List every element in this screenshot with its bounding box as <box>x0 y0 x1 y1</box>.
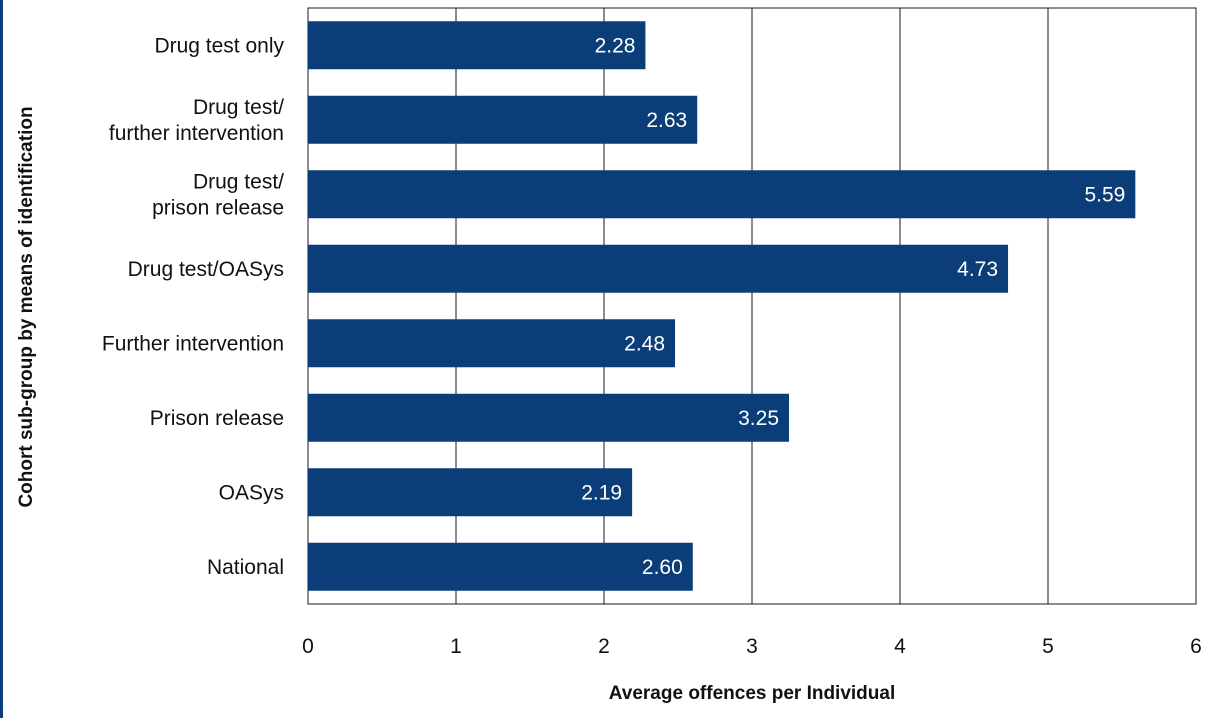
bar <box>308 21 646 70</box>
bar-value-label: 5.59 <box>1084 183 1125 206</box>
bar-value-label: 2.63 <box>646 109 687 132</box>
left-border-rule <box>0 0 3 718</box>
x-tick-label: 2 <box>598 635 610 658</box>
bars-layer: 2.28 2.63 5.59 4.73 2.48 3.25 2.19 2.60 <box>308 21 1136 591</box>
bar <box>308 170 1136 219</box>
category-label: Drug test/OASys <box>128 258 284 281</box>
bar <box>308 393 789 442</box>
bar-value-label: 2.28 <box>595 34 636 57</box>
x-tick-label: 5 <box>1042 635 1054 658</box>
bar-value-label: 2.48 <box>624 332 665 355</box>
category-label: National <box>207 556 284 579</box>
bar-value-label: 3.25 <box>738 407 779 430</box>
x-tick-labels: 0 1 2 3 4 5 6 <box>302 635 1202 658</box>
category-label: Drug test only <box>154 34 284 57</box>
category-label: Drug test/ <box>193 96 284 119</box>
category-label: Drug test/ <box>193 170 284 193</box>
x-tick-label: 3 <box>746 635 758 658</box>
bar <box>308 468 633 517</box>
bar <box>308 319 676 368</box>
category-label: Further intervention <box>102 332 284 355</box>
bar <box>308 95 698 144</box>
category-label: OASys <box>219 481 284 504</box>
x-tick-label: 0 <box>302 635 314 658</box>
x-tick-label: 1 <box>450 635 462 658</box>
x-axis-title: Average offences per Individual <box>609 683 896 704</box>
bar-value-label: 2.19 <box>581 481 622 504</box>
bar <box>308 244 1009 293</box>
bar-value-label: 2.60 <box>642 556 683 579</box>
category-label: further intervention <box>109 122 284 145</box>
bar <box>308 542 693 591</box>
x-tick-label: 6 <box>1190 635 1202 658</box>
bar-value-label: 4.73 <box>957 258 998 281</box>
x-tick-label: 4 <box>894 635 906 658</box>
y-axis-title: Cohort sub-group by means of identificat… <box>16 106 37 507</box>
category-label: Prison release <box>150 407 284 430</box>
category-label: prison release <box>152 196 284 219</box>
category-labels: Drug test only Drug test/further interven… <box>102 34 285 579</box>
